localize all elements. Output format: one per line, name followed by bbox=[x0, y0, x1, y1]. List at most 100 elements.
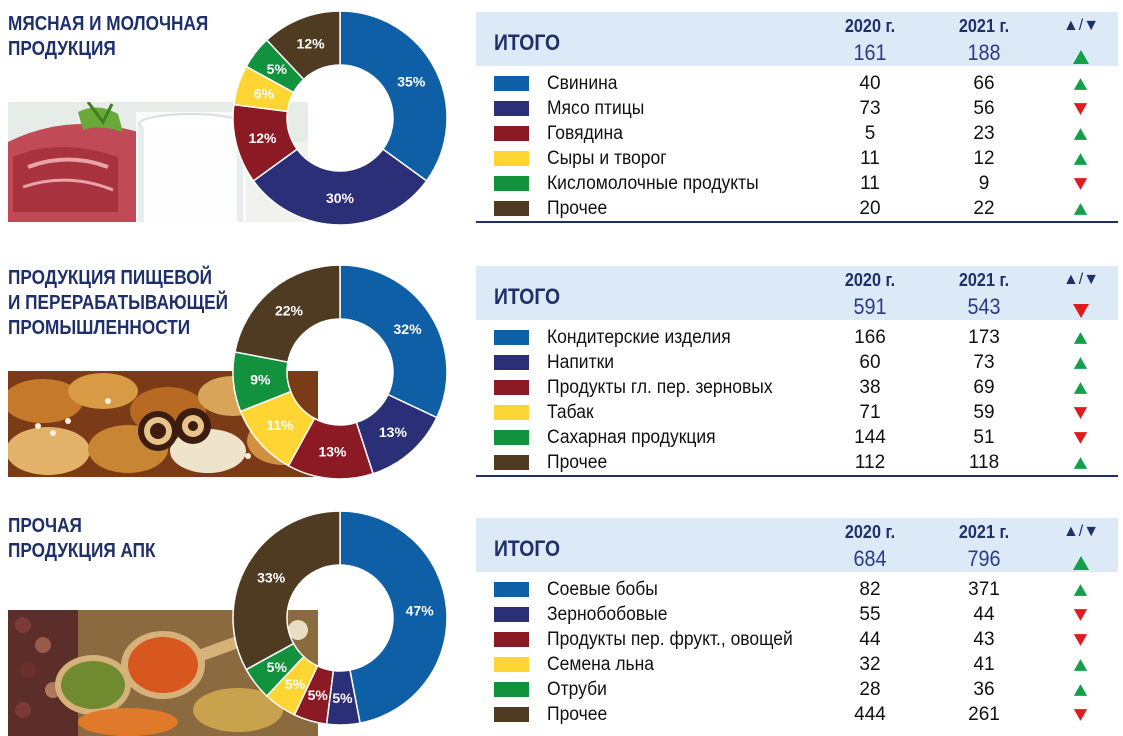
value-2021: 23 bbox=[973, 123, 995, 144]
up-triangle-icon bbox=[1073, 584, 1088, 596]
table-row: Прочее 112 118 bbox=[476, 451, 1118, 476]
up-triangle-icon bbox=[1073, 153, 1088, 165]
down-triangle-icon bbox=[1073, 432, 1088, 444]
value-2020: 71 bbox=[859, 402, 881, 423]
row-direction-icon bbox=[1073, 153, 1088, 165]
row-label: Соевые бобы bbox=[547, 579, 658, 600]
down-triangle-icon bbox=[1073, 634, 1088, 646]
row-direction-icon bbox=[1073, 78, 1088, 90]
legend-swatch bbox=[494, 330, 529, 345]
down-triangle-icon bbox=[1073, 407, 1088, 419]
legend-swatch bbox=[494, 101, 529, 116]
slice-label: 5% bbox=[267, 61, 288, 77]
value-2020: 44 bbox=[859, 629, 881, 650]
row-direction-icon bbox=[1073, 432, 1088, 444]
col-2021-header: 2021 г. bbox=[958, 522, 1010, 542]
up-triangle-icon bbox=[1073, 128, 1088, 140]
total-direction-icon bbox=[1073, 304, 1089, 318]
up-triangle-icon bbox=[1073, 556, 1089, 570]
up-triangle-icon bbox=[1073, 78, 1088, 90]
section-meat-dairy: МЯСНАЯ И МОЛОЧНАЯ ПРОДУКЦИЯ 35% 30% 12% 6% 5… bbox=[0, 0, 1123, 236]
total-direction-icon bbox=[1073, 50, 1089, 64]
legend-swatch bbox=[494, 176, 529, 191]
table-header: ИТОГО 2020 г. 2021 г. ▲/▼ 684 796 bbox=[476, 518, 1118, 572]
total-direction-icon bbox=[1073, 556, 1089, 570]
value-2020: 82 bbox=[859, 579, 881, 600]
donut-slice bbox=[234, 264, 341, 363]
direction-header: ▲/▼ bbox=[1062, 271, 1100, 288]
table-row: Говядина 5 23 bbox=[476, 122, 1118, 147]
total-label: ИТОГО bbox=[494, 536, 561, 561]
value-2021: 66 bbox=[973, 73, 995, 94]
total-2020: 684 bbox=[853, 546, 887, 571]
row-direction-icon bbox=[1073, 634, 1088, 646]
table-row: Прочее 20 22 bbox=[476, 197, 1118, 222]
value-2020: 32 bbox=[859, 654, 881, 675]
table-row: Зернобобовые 55 44 bbox=[476, 603, 1118, 628]
slice-label: 12% bbox=[248, 130, 277, 146]
row-direction-icon bbox=[1073, 659, 1088, 671]
row-label: Кондитерские изделия bbox=[547, 327, 731, 348]
slice-label: 9% bbox=[250, 372, 271, 388]
legend-swatch bbox=[494, 707, 529, 722]
value-2021: 69 bbox=[973, 377, 995, 398]
value-2021: 371 bbox=[968, 579, 1000, 600]
table-row: Отруби 28 36 bbox=[476, 678, 1118, 703]
value-2020: 11 bbox=[860, 173, 880, 194]
legend-swatch bbox=[494, 355, 529, 370]
table-row: Кисломолочные продукты 11 9 bbox=[476, 172, 1118, 197]
table-row: Мясо птицы 73 56 bbox=[476, 97, 1118, 122]
slice-label: 32% bbox=[394, 321, 423, 337]
value-2020: 40 bbox=[859, 73, 881, 94]
donut-chart: 47%5%5%5%5%33% bbox=[232, 510, 448, 726]
value-2020: 144 bbox=[854, 427, 886, 448]
row-label: Прочее bbox=[547, 198, 608, 219]
value-2021: 22 bbox=[973, 198, 995, 219]
up-triangle-icon bbox=[1073, 50, 1089, 64]
value-2021: 56 bbox=[973, 98, 995, 119]
legend-swatch bbox=[494, 682, 529, 697]
legend-swatch bbox=[494, 201, 529, 216]
section-title: МЯСНАЯ И МОЛОЧНАЯ ПРОДУКЦИЯ bbox=[8, 13, 209, 60]
data-table: ИТОГО 2020 г. 2021 г. ▲/▼ 161 188 Свинин… bbox=[476, 12, 1118, 224]
row-label: Прочее bbox=[547, 452, 608, 473]
section-other-agro: ПРОЧАЯ ПРОДУКЦИЯ АПК 47% 5% 5% 5% 5% 33% ИТОГ… bbox=[0, 500, 1123, 736]
section-title: ПРОЧАЯ ПРОДУКЦИЯ АПК bbox=[8, 515, 156, 562]
value-2021: 73 bbox=[973, 352, 995, 373]
donut-chart: 32% 13% 13% 11% 9% 22% bbox=[232, 264, 448, 480]
value-2021: 118 bbox=[968, 452, 1000, 473]
table-header: ИТОГО 2020 г. 2021 г. ▲/▼ 591 543 bbox=[476, 266, 1118, 320]
down-triangle-icon bbox=[1073, 304, 1089, 318]
col-2020-header: 2020 г. bbox=[844, 16, 896, 36]
row-direction-icon bbox=[1073, 584, 1088, 596]
table-row: Свинина 40 66 bbox=[476, 72, 1118, 97]
value-2020: 38 bbox=[859, 377, 881, 398]
row-label: Продукты пер. фрукт., овощей bbox=[547, 629, 793, 650]
table-row: Семена льна 32 41 bbox=[476, 653, 1118, 678]
slice-label: 33% bbox=[257, 569, 286, 585]
data-table: ИТОГО 2020 г. 2021 г. ▲/▼ 684 796 Соевые… bbox=[476, 518, 1118, 736]
row-direction-icon bbox=[1073, 382, 1088, 394]
up-triangle-icon bbox=[1073, 332, 1088, 344]
slice-label: 13% bbox=[318, 444, 347, 460]
row-label: Говядина bbox=[547, 123, 623, 144]
row-label: Свинина bbox=[547, 73, 618, 94]
legend-swatch bbox=[494, 76, 529, 91]
row-label: Сахарная продукция bbox=[547, 427, 716, 448]
legend-swatch bbox=[494, 632, 529, 647]
value-2020: 28 bbox=[859, 679, 881, 700]
row-label: Кисломолочные продукты bbox=[547, 173, 759, 194]
donut-slice bbox=[339, 510, 448, 724]
up-triangle-icon bbox=[1073, 382, 1088, 394]
slice-label: 22% bbox=[275, 302, 304, 318]
value-2020: 166 bbox=[854, 327, 886, 348]
down-triangle-icon bbox=[1073, 103, 1088, 115]
table-row: Продукты гл. пер. зерновых 38 69 bbox=[476, 376, 1118, 401]
legend-swatch bbox=[494, 455, 529, 470]
slice-label: 5% bbox=[332, 690, 353, 706]
value-2020: 20 bbox=[859, 198, 881, 219]
value-2021: 43 bbox=[973, 629, 995, 650]
table-row: Сыры и творог 11 12 bbox=[476, 147, 1118, 172]
row-direction-icon bbox=[1073, 709, 1088, 721]
value-2021: 12 bbox=[973, 148, 995, 169]
